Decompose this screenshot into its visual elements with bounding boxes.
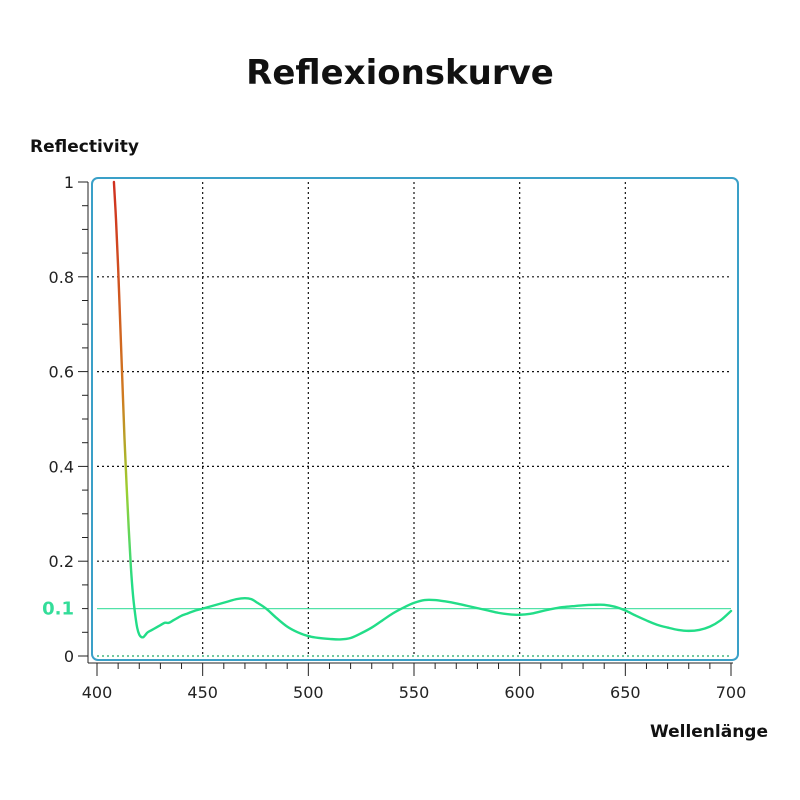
x-tick-label: 650	[610, 683, 641, 702]
axes	[78, 181, 733, 676]
x-tick-label: 400	[82, 683, 113, 702]
chart-title: Reflexionskurve	[246, 53, 554, 93]
x-axis-label: Wellenlänge	[650, 722, 768, 742]
series-line	[112, 180, 733, 641]
plot-frame	[91, 177, 739, 661]
y-tick-label: 0.4	[49, 457, 74, 476]
x-tick-label: 450	[187, 683, 218, 702]
x-tick-label: 500	[293, 683, 324, 702]
series-group	[112, 180, 733, 641]
y-tick-label: 1	[64, 173, 74, 192]
x-tick-label: 600	[504, 683, 535, 702]
y-tick-label: 0.8	[49, 268, 74, 287]
tick-labels: 400 450 500 550 600 650 700 0 0.2 0.4 0.6 0.8 1	[49, 173, 747, 702]
x-tick-label: 550	[399, 683, 430, 702]
x-tick-label: 700	[716, 683, 747, 702]
y-tick-label: 0.6	[49, 363, 74, 382]
y-tick-label: 0	[64, 647, 74, 666]
grid	[97, 182, 731, 657]
y-axis-label: Reflectivity	[30, 137, 139, 157]
y-tick-label: 0.2	[49, 552, 74, 571]
reference-line-label: 0.1	[42, 599, 74, 620]
